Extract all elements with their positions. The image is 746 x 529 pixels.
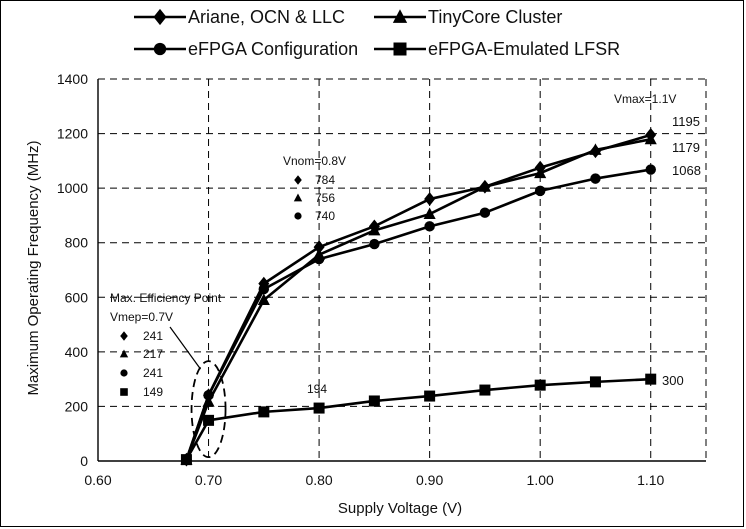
y-tick-label: 600 xyxy=(65,289,89,305)
series-layer xyxy=(180,128,657,467)
y-tick-label: 1000 xyxy=(57,180,88,196)
data-point xyxy=(534,166,547,179)
y-tick-label: 800 xyxy=(65,235,89,251)
data-point xyxy=(590,173,601,184)
data-point xyxy=(589,376,601,388)
vnom-marker-diamond-icon xyxy=(294,175,302,185)
series-line xyxy=(185,168,651,461)
legend-label: TinyCore Cluster xyxy=(428,7,562,27)
data-point xyxy=(424,192,436,206)
legend: Ariane, OCN & LLC TinyCore Cluster eFPGA C… xyxy=(134,7,620,59)
vmax-value-efpga: 1068 xyxy=(672,163,701,178)
x-tick-label: 1.10 xyxy=(637,472,664,488)
series-line xyxy=(185,377,651,461)
vnom-value: 784 xyxy=(315,173,335,187)
legend-item: eFPGA Configuration xyxy=(134,39,358,59)
vnom-marker-triangle-icon xyxy=(293,193,303,202)
data-point xyxy=(645,164,656,175)
grid xyxy=(98,78,707,461)
y-tick-label: 1200 xyxy=(57,126,88,142)
lfsr-vnom-value: 194 xyxy=(307,382,327,396)
data-point xyxy=(589,143,602,155)
vnom-marker-circle-icon xyxy=(294,212,302,220)
legend-label: eFPGA-Emulated LFSR xyxy=(428,39,620,59)
data-point xyxy=(478,180,491,192)
y-axis-title: Maximum Operating Frequency (MHz) xyxy=(25,140,42,395)
legend-marker-circle-icon xyxy=(153,42,167,56)
data-point xyxy=(368,223,381,236)
x-tick-label: 0.60 xyxy=(84,472,111,488)
mep-highlight-ellipse xyxy=(190,360,227,459)
data-point xyxy=(369,238,380,250)
legend-marker-triangle-icon xyxy=(392,9,408,23)
vnom-value: 756 xyxy=(315,191,335,205)
legend-item: eFPGA-Emulated LFSR xyxy=(374,39,620,59)
legend-label: Ariane, OCN & LLC xyxy=(188,7,345,27)
axes: 0.60 0.70 0.80 0.90 1.00 1.10 0 200 400 600 800 100… xyxy=(57,71,706,488)
mep-title: Max. Efficiency Point xyxy=(110,291,222,305)
data-point xyxy=(203,390,214,401)
data-point xyxy=(258,406,270,418)
x-tick-label: 1.00 xyxy=(527,472,554,488)
data-point xyxy=(180,454,192,466)
vmax-value-tinycore: 1179 xyxy=(672,140,700,155)
legend-item: Ariane, OCN & LLC xyxy=(134,7,345,27)
data-point xyxy=(313,402,325,414)
mep-value: 241 xyxy=(143,366,163,380)
series-circle xyxy=(181,164,656,465)
data-point xyxy=(203,414,215,426)
data-point xyxy=(645,373,657,385)
y-tick-label: 0 xyxy=(80,453,88,469)
mep-marker-diamond-icon xyxy=(120,331,128,341)
series-triangle xyxy=(180,132,657,465)
mep-marker-triangle-icon xyxy=(119,349,129,358)
mep-label: Vmep=0.7V xyxy=(110,310,173,324)
x-tick-label: 0.80 xyxy=(305,472,332,488)
annotations: Vmax=1.1V 1195 1179 1068 300 194 Vnom=0.8V 784 7… xyxy=(110,92,701,459)
mep-marker-circle-icon xyxy=(120,369,128,377)
series-line xyxy=(185,138,651,461)
legend-marker-diamond-icon xyxy=(153,8,167,26)
data-point xyxy=(313,240,325,254)
y-tick-label: 1400 xyxy=(57,71,88,87)
vnom-label: Vnom=0.8V xyxy=(283,154,346,168)
data-point xyxy=(313,253,325,265)
mep-leader-line xyxy=(169,326,202,370)
data-point xyxy=(534,379,546,391)
legend-item: TinyCore Cluster xyxy=(374,7,562,27)
data-point xyxy=(424,221,435,232)
mep-value: 241 xyxy=(143,329,163,343)
data-point xyxy=(534,185,546,197)
x-tick-label: 0.90 xyxy=(416,472,443,488)
y-tick-label: 400 xyxy=(65,344,89,360)
mep-value: 149 xyxy=(143,385,163,399)
lfsr-end-value: 300 xyxy=(662,373,684,388)
x-axis-title: Supply Voltage (V) xyxy=(338,500,462,517)
vmax-label: Vmax=1.1V xyxy=(614,92,676,106)
series-square xyxy=(180,373,657,466)
vmax-value-ariane: 1195 xyxy=(672,114,700,129)
data-point xyxy=(423,207,436,220)
legend-label: eFPGA Configuration xyxy=(188,39,358,59)
data-point xyxy=(258,283,270,295)
y-tick-label: 200 xyxy=(65,398,89,414)
mep-marker-square-icon xyxy=(120,388,128,396)
mep-value: 217 xyxy=(143,347,163,361)
data-point xyxy=(257,293,270,305)
vnom-value: 740 xyxy=(315,209,335,223)
data-point xyxy=(479,207,491,218)
x-tick-label: 0.70 xyxy=(195,472,222,488)
data-point xyxy=(368,395,380,407)
data-point xyxy=(644,132,657,145)
legend-marker-square-icon xyxy=(393,42,407,56)
data-point xyxy=(424,390,436,402)
data-point xyxy=(479,384,491,396)
